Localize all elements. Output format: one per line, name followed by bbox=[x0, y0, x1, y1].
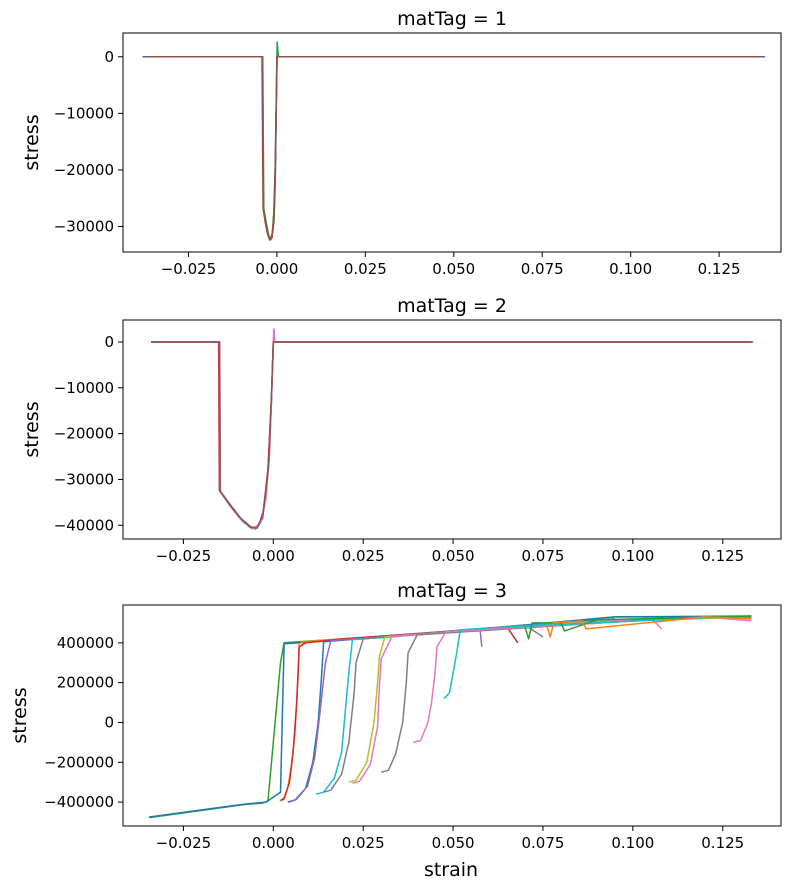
y-tick-label: −30000 bbox=[54, 470, 114, 488]
x-tick-label: 0.050 bbox=[432, 547, 475, 565]
series-line-3 bbox=[149, 56, 758, 241]
series-line-5 bbox=[151, 329, 752, 530]
series-line-13 bbox=[443, 616, 723, 700]
x-tick-label: 0.100 bbox=[611, 834, 654, 852]
series-line-1 bbox=[151, 341, 752, 529]
y-tick-label: 0 bbox=[104, 713, 114, 731]
x-tick-label: 0.075 bbox=[521, 260, 564, 278]
x-tick-label: 0.100 bbox=[611, 547, 654, 565]
series-line-4 bbox=[280, 626, 519, 802]
series-line-4 bbox=[146, 56, 762, 241]
chart-title: matTag = 3 bbox=[397, 580, 507, 602]
chart-panel-2: −0.025 0.000 0.025 0.050 0.075 0.100 0.125 0 −10… bbox=[21, 295, 782, 565]
y-tick-label: −20000 bbox=[54, 161, 114, 179]
x-tick-label: −0.025 bbox=[156, 547, 212, 565]
series-group bbox=[151, 328, 754, 530]
x-tick-label: 0.025 bbox=[344, 260, 387, 278]
series-line-5 bbox=[287, 618, 615, 803]
chart-panel-1: −0.025 0.000 0.025 0.050 0.075 0.100 0.125 0 −10… bbox=[21, 8, 782, 278]
series-line-2 bbox=[153, 41, 755, 239]
series-line-2 bbox=[151, 341, 754, 530]
y-tick-label: 0 bbox=[104, 48, 114, 66]
y-axis-label: stress bbox=[21, 401, 43, 457]
x-tick-label: 0.050 bbox=[432, 260, 475, 278]
x-tick-label: 0.025 bbox=[342, 547, 385, 565]
y-tick-label: −200000 bbox=[44, 753, 114, 771]
y-tick-label: 0 bbox=[104, 333, 114, 351]
series-line-8 bbox=[323, 624, 544, 793]
x-axis-label: strain bbox=[424, 859, 478, 881]
series-line-7 bbox=[316, 617, 669, 795]
y-tick-label: −10000 bbox=[54, 104, 114, 122]
series-line-3 bbox=[151, 341, 752, 529]
chart-panel-3: −0.025 0.000 0.025 0.050 0.075 0.100 0.125 4000… bbox=[9, 580, 782, 881]
series-group bbox=[142, 41, 766, 241]
x-tick-label: 0.125 bbox=[701, 834, 744, 852]
x-tick-label: 0.025 bbox=[342, 834, 385, 852]
series-line-11 bbox=[381, 616, 752, 773]
y-axis-label: stress bbox=[21, 114, 43, 170]
series-line-1 bbox=[142, 45, 766, 240]
series-line-6 bbox=[151, 341, 752, 529]
y-axis-label: stress bbox=[9, 687, 31, 743]
axes-frame bbox=[122, 319, 782, 540]
series-line-10 bbox=[352, 617, 663, 784]
y-tick-label: −10000 bbox=[54, 379, 114, 397]
y-tick-label: −400000 bbox=[44, 793, 114, 811]
y-tick-label: 200000 bbox=[57, 674, 114, 692]
x-tick-label: 0.000 bbox=[255, 260, 298, 278]
x-tick-label: 0.125 bbox=[698, 260, 741, 278]
axes-frame bbox=[122, 604, 782, 827]
x-tick-label: 0.075 bbox=[521, 834, 564, 852]
x-tick-label: −0.025 bbox=[161, 260, 217, 278]
series-line-1 bbox=[149, 615, 752, 819]
x-tick-label: 0.075 bbox=[521, 547, 564, 565]
series-line-14 bbox=[524, 615, 752, 640]
axes-frame bbox=[122, 32, 782, 253]
series-line-4 bbox=[154, 328, 752, 530]
chart-title: matTag = 1 bbox=[397, 8, 507, 30]
x-tick-label: 0.000 bbox=[252, 834, 295, 852]
series-line-2 bbox=[149, 615, 752, 818]
x-tick-label: 0.100 bbox=[609, 260, 652, 278]
y-tick-label: −40000 bbox=[54, 516, 114, 534]
y-tick-label: −20000 bbox=[54, 425, 114, 443]
x-tick-label: −0.025 bbox=[156, 834, 212, 852]
x-tick-label: 0.050 bbox=[432, 834, 475, 852]
y-tick-label: 400000 bbox=[57, 634, 114, 652]
chart-title: matTag = 2 bbox=[397, 295, 507, 317]
series-line-9 bbox=[348, 617, 752, 783]
y-tick-label: −30000 bbox=[54, 218, 114, 236]
series-line-12 bbox=[413, 616, 752, 744]
x-tick-label: 0.125 bbox=[701, 547, 744, 565]
series-group bbox=[149, 615, 752, 819]
x-tick-label: 0.000 bbox=[252, 547, 295, 565]
series-line-15 bbox=[545, 616, 752, 638]
